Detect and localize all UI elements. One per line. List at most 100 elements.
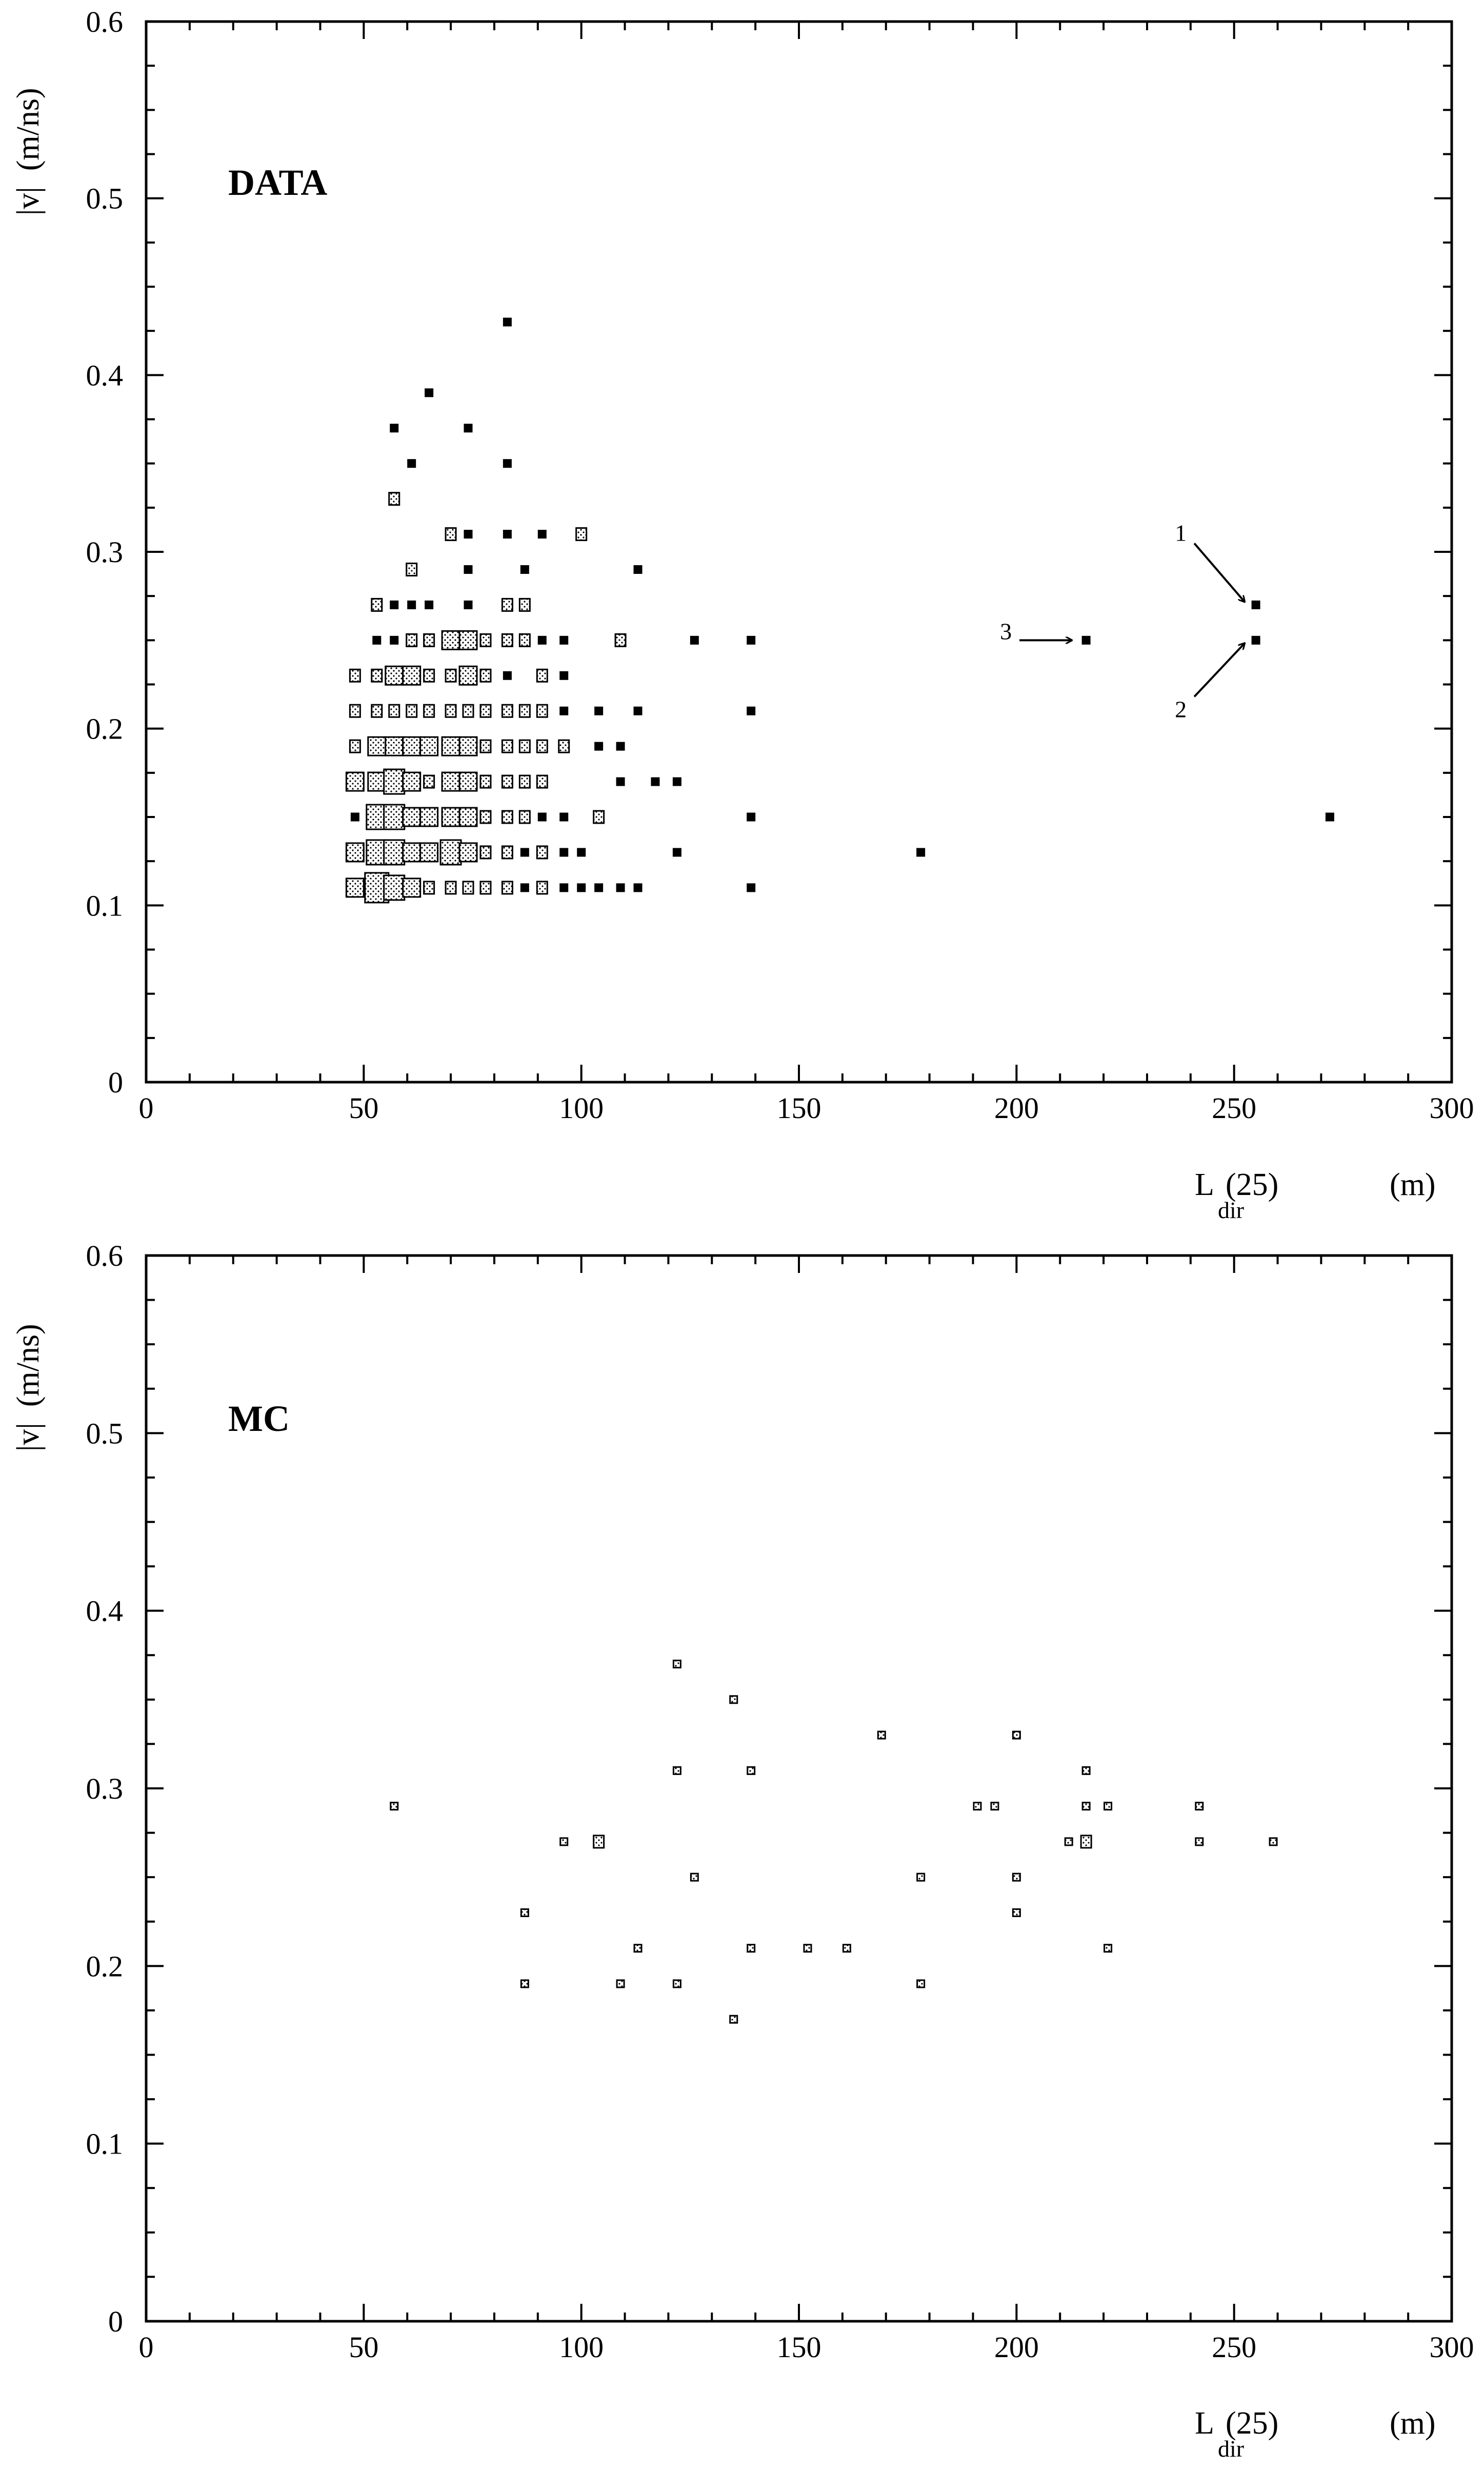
y-tick-label: 0 <box>108 2305 123 2338</box>
scatter-point <box>345 771 365 792</box>
scatter-point <box>990 1802 999 1811</box>
scatter-point <box>973 1802 982 1811</box>
x-tick-label: 100 <box>559 2330 604 2364</box>
scatter-marks <box>390 1660 1278 2024</box>
scatter-point <box>388 704 400 718</box>
x-tick-label: 50 <box>349 2330 378 2364</box>
scatter-point <box>445 527 457 542</box>
scatter-point <box>614 633 627 647</box>
scatter-point <box>345 878 365 898</box>
scatter-point <box>520 848 529 857</box>
scatter-point <box>402 842 422 863</box>
y-tick-label: 0.6 <box>86 1239 124 1272</box>
scatter-point <box>458 842 478 863</box>
scatter-point <box>594 742 604 751</box>
scatter-point <box>1251 635 1260 645</box>
scatter-point <box>503 671 512 680</box>
scatter-point <box>406 562 418 576</box>
x-axis-label: L dir (25) (m) <box>1195 2406 1436 2462</box>
scatter-point <box>464 600 473 609</box>
scatter-point <box>479 774 492 789</box>
scatter-point <box>402 771 422 792</box>
scatter-point <box>536 881 548 895</box>
scatter-point <box>462 704 474 718</box>
scatter-point <box>349 704 361 718</box>
x-tick-label: 0 <box>139 2330 154 2364</box>
scatter-point <box>518 810 531 824</box>
scatter-point <box>537 635 547 645</box>
annotation-arrow <box>1193 543 1245 602</box>
scatter-point <box>916 848 926 857</box>
x-label-arg: (25) <box>1226 1167 1278 1202</box>
x-label-sub: dir <box>1218 1197 1244 1223</box>
scatter-point <box>520 883 529 892</box>
scatter-point <box>441 771 460 792</box>
scatter-point <box>747 883 756 892</box>
scatter-point <box>501 845 513 860</box>
scatter-point <box>616 1979 625 1988</box>
scatter-point <box>458 771 478 792</box>
scatter-point <box>458 807 478 827</box>
scatter-point <box>367 771 387 792</box>
scatter-point <box>441 630 460 650</box>
panel-label: DATA <box>228 162 327 203</box>
scatter-point <box>402 807 422 827</box>
scatter-point <box>406 704 418 718</box>
scatter-point <box>651 777 660 786</box>
scatter-marks <box>345 317 1334 904</box>
x-axis-label: L dir (25) (m) <box>1195 1167 1436 1223</box>
scatter-point <box>518 739 531 753</box>
scatter-point <box>536 739 548 753</box>
scatter-point <box>593 1835 605 1849</box>
y-axis-label: |v| (m/ns) <box>11 88 46 215</box>
scatter-point <box>419 736 439 756</box>
scatter-point <box>445 704 457 718</box>
scatter-point <box>423 633 435 647</box>
scatter-point <box>371 704 383 718</box>
plot-frame <box>145 20 1453 1084</box>
scatter-point <box>462 881 474 895</box>
x-tick-label: 50 <box>349 1091 378 1125</box>
scatter-point <box>501 704 513 718</box>
axis-ticks: 0 50 100 150 200 250 300 0 0.1 0.2 0.3 0.4 0.5 0.6 <box>86 5 1474 1125</box>
scatter-point <box>633 565 643 574</box>
scatter-point <box>402 665 422 686</box>
scatter-point <box>1325 812 1334 822</box>
scatter-point <box>479 668 492 683</box>
y-tick-label: 0.4 <box>86 358 124 392</box>
panel-label: MC <box>228 1398 290 1439</box>
scatter-point <box>425 600 434 609</box>
scatter-point <box>425 388 434 397</box>
x-label-main: L <box>1195 1167 1214 1202</box>
scatter-point <box>367 736 387 756</box>
scatter-point <box>672 1979 681 1988</box>
scatter-point <box>1104 1802 1113 1811</box>
annotations: 1 2 3 <box>1000 520 1245 722</box>
scatter-point <box>672 1766 681 1775</box>
scatter-point <box>594 883 604 892</box>
scatter-point <box>388 492 400 506</box>
x-tick-label: 250 <box>1212 2330 1256 2364</box>
y-tick-label: 0.3 <box>86 535 124 569</box>
scatter-point <box>349 739 361 753</box>
scatter-point <box>1269 1837 1278 1846</box>
scatter-point <box>520 565 529 574</box>
scatter-point <box>1195 1837 1204 1846</box>
scatter-point <box>1104 1944 1113 1953</box>
axis-ticks: 0 50 100 150 200 250 300 0 0.1 0.2 0.3 0.4 0.5 0.6 <box>86 1239 1474 2364</box>
scatter-point <box>390 424 399 433</box>
scatter-point <box>407 459 416 468</box>
scatter-point <box>593 810 605 824</box>
scatter-point <box>672 777 681 786</box>
scatter-point <box>577 883 586 892</box>
y-tick-label: 0.5 <box>86 182 124 215</box>
scatter-point <box>1012 1730 1021 1740</box>
scatter-point <box>916 1872 926 1882</box>
scatter-point <box>383 839 406 866</box>
scatter-point <box>559 671 569 680</box>
scatter-point <box>1081 1802 1091 1811</box>
scatter-point <box>445 668 457 683</box>
scatter-point <box>479 845 492 860</box>
scatter-point <box>501 881 513 895</box>
x-tick-label: 300 <box>1430 1091 1474 1125</box>
